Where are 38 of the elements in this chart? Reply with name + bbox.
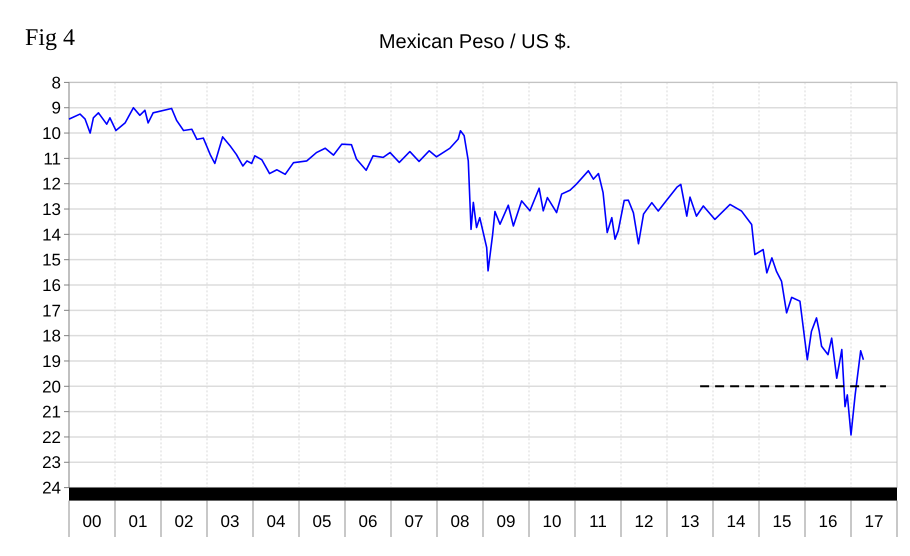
x-tick-label: 10	[542, 512, 562, 531]
y-tick-label: 17	[42, 301, 61, 320]
x-tick-label: 12	[634, 512, 654, 531]
x-tick-label: 03	[220, 512, 240, 531]
y-tick-label: 22	[42, 428, 61, 447]
x-tick-label: 13	[680, 512, 700, 531]
x-tick-label: 01	[128, 512, 148, 531]
y-tick-label: 16	[42, 276, 61, 295]
x-tick-label: 15	[772, 512, 792, 531]
x-tick-label: 02	[174, 512, 194, 531]
y-tick-label: 10	[42, 124, 61, 143]
x-tick-label: 05	[312, 512, 332, 531]
y-tick-label: 23	[42, 453, 61, 472]
y-tick-label: 13	[42, 200, 61, 219]
y-tick-label: 14	[42, 225, 61, 244]
y-tick-label: 20	[42, 377, 61, 396]
y-tick-label: 19	[42, 352, 61, 371]
line-series	[68, 106, 864, 436]
x-tick-label: 04	[266, 512, 286, 531]
x-tick-label: 09	[496, 512, 516, 531]
x-tick-label: 06	[358, 512, 378, 531]
x-tick-label: 14	[726, 512, 746, 531]
x-tick-label: 16	[818, 512, 838, 531]
y-tick-label: 11	[43, 149, 61, 168]
x-tick-label: 00	[82, 512, 102, 531]
y-tick-label: 8	[52, 73, 61, 92]
x-tick-label: 07	[404, 512, 424, 531]
y-tick-label: 9	[52, 98, 61, 118]
x-tick-label: 17	[864, 512, 884, 531]
x-tick-label: 08	[450, 512, 470, 531]
y-tick-label: 24	[42, 478, 61, 498]
y-tick-label: 18	[42, 326, 61, 346]
y-tick-label: 21	[42, 402, 61, 422]
caption: Fig 4	[25, 25, 76, 51]
chart-title: Mexican Peso / US $.	[378, 31, 572, 53]
y-tick-label: 15	[42, 250, 61, 270]
y-tick-label: 12	[42, 174, 61, 194]
x-tick-label: 11	[589, 512, 607, 531]
